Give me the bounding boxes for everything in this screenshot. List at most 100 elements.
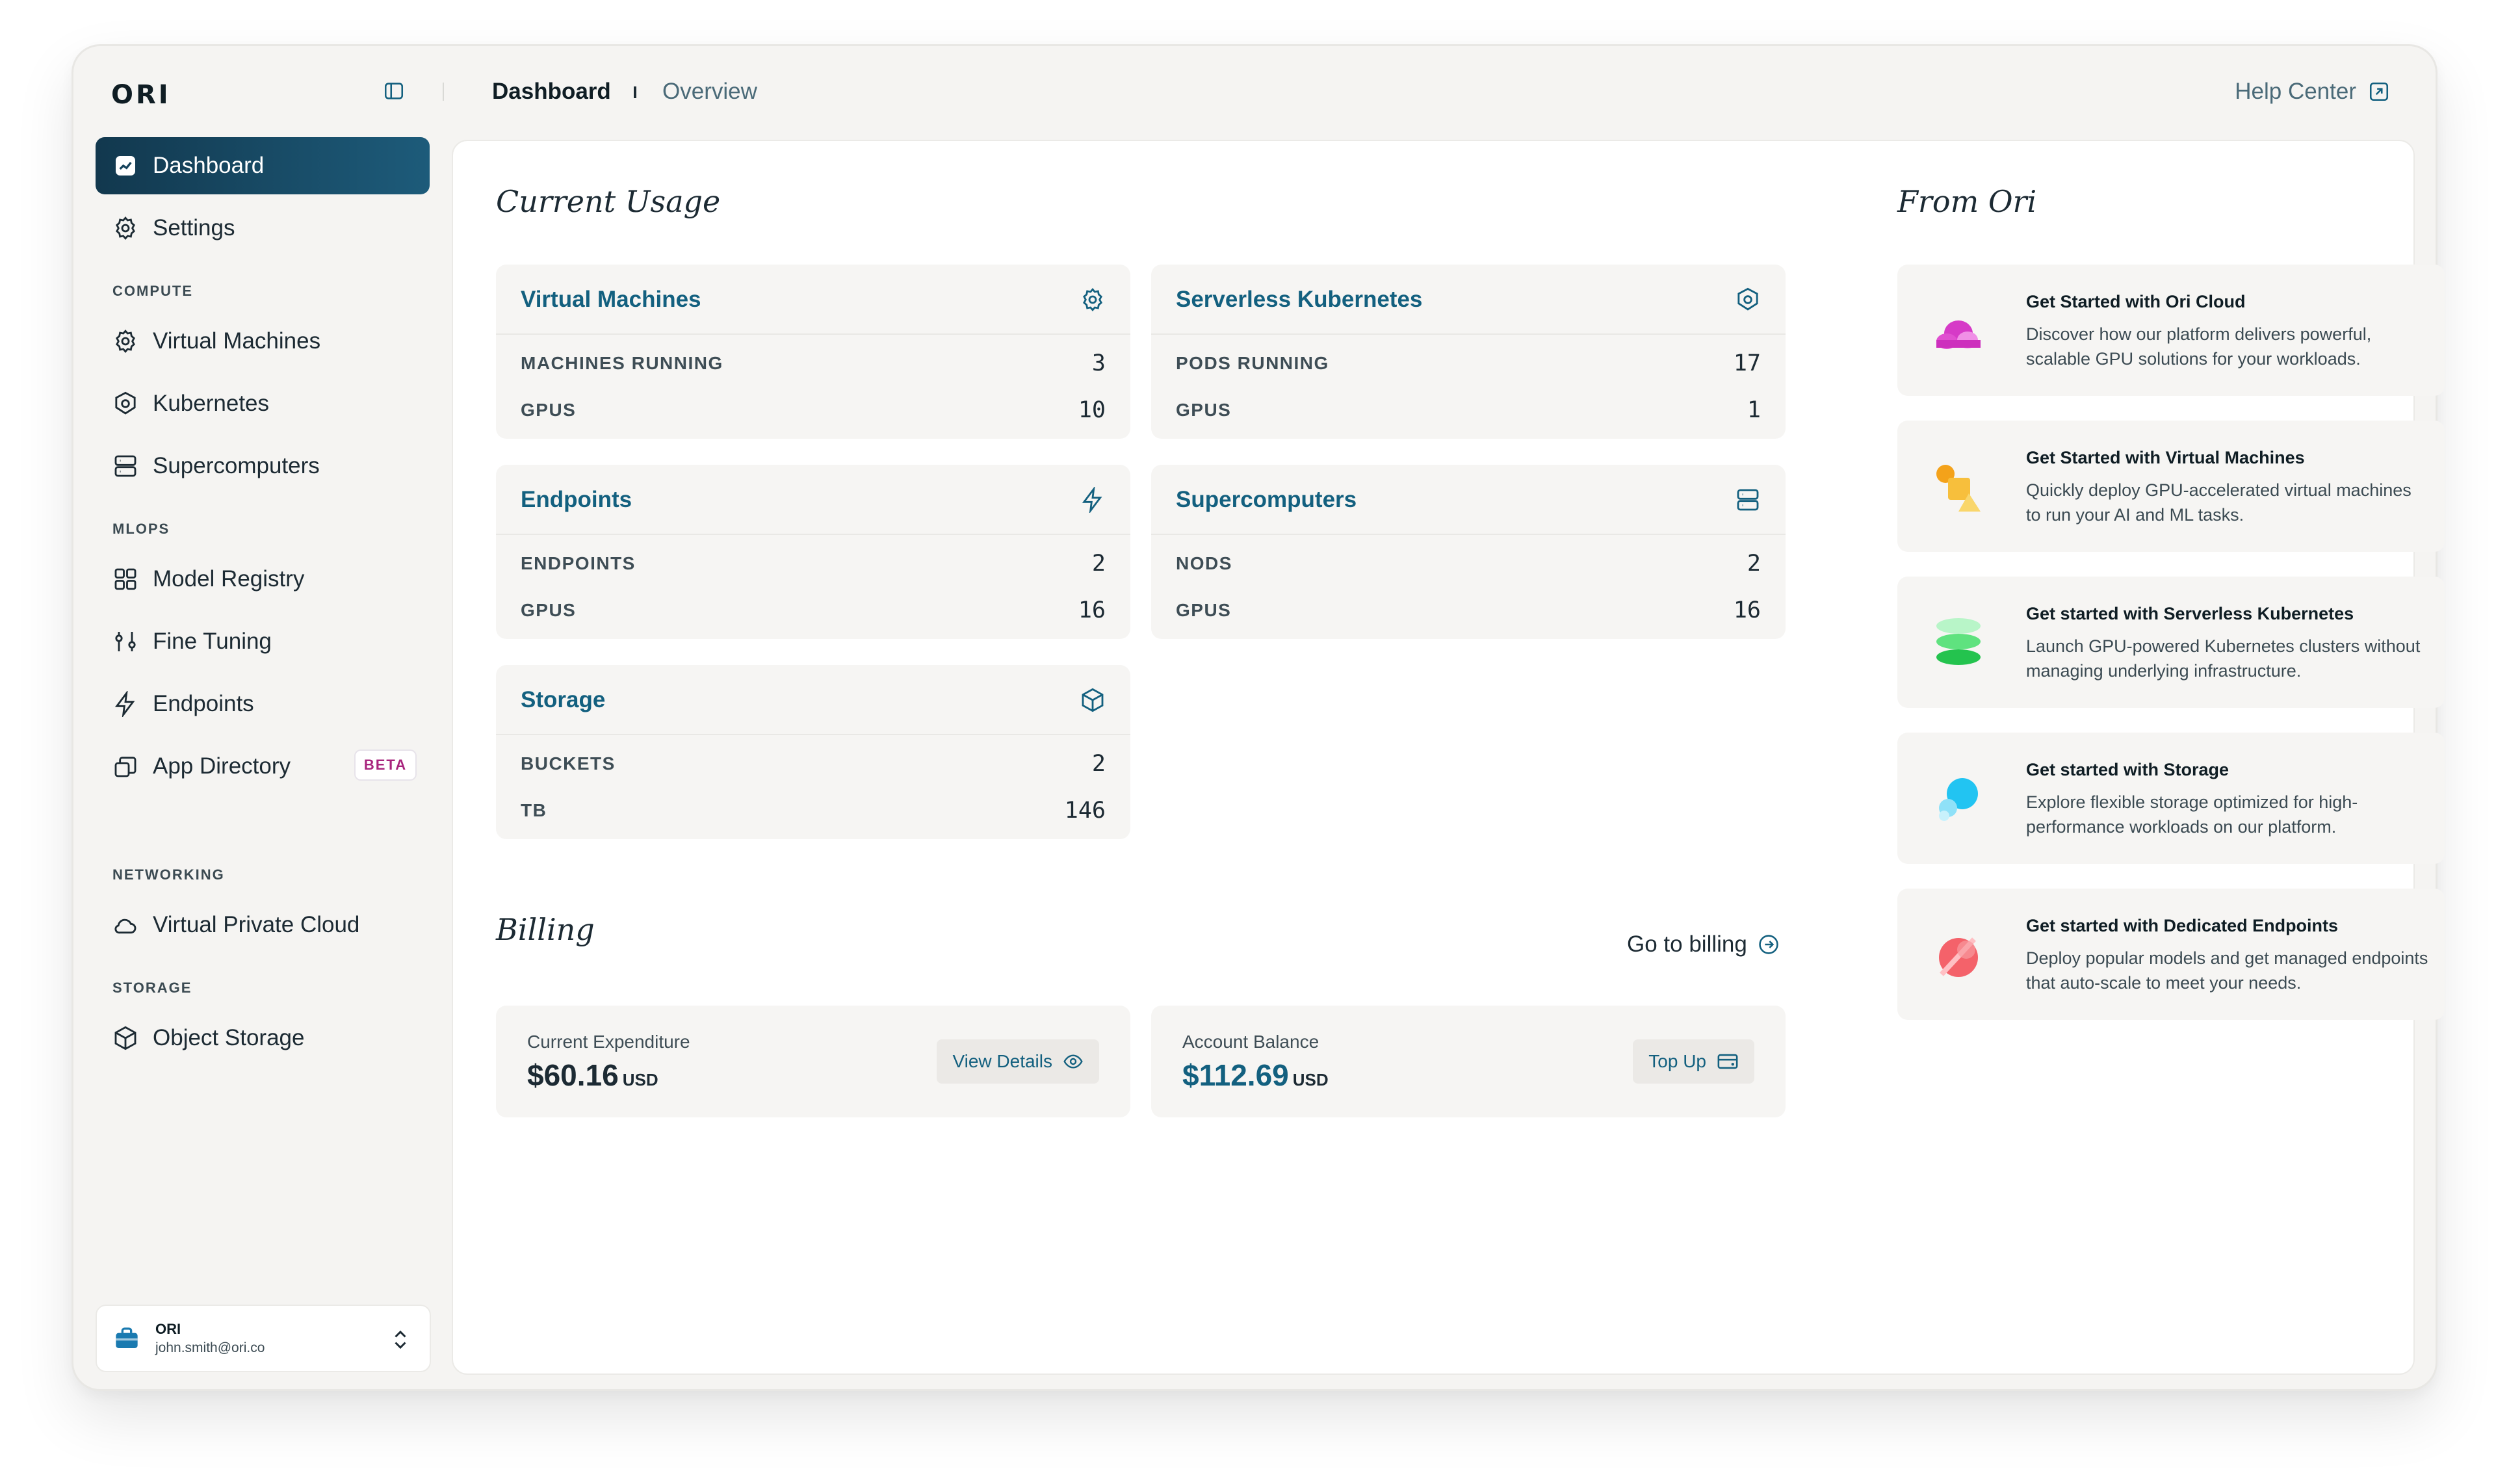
metric-value: 10 [1078, 397, 1106, 423]
cube-icon [114, 1026, 136, 1050]
card-title: Virtual Machines [521, 287, 701, 312]
balance-amount: $112.69 USD [1182, 1058, 1329, 1092]
metric-label: GPUS [1176, 600, 1232, 620]
server-icon [1737, 489, 1759, 511]
dashboard-icon [116, 156, 135, 176]
usage-card-supercomputers[interactable]: Supercomputers NODS 2 GPUS 16 [1151, 465, 1786, 639]
card-title: Supercomputers [1176, 487, 1357, 512]
breadcrumb-current: Overview [662, 79, 757, 104]
credit-card-icon [1717, 1054, 1738, 1069]
promo-title: Get started with Dedicated Endpoints [2026, 916, 2339, 935]
account-email: john.smith@ori.co [155, 1340, 265, 1355]
section-networking: NETWORKING [112, 866, 225, 883]
metric-label: GPUS [521, 600, 577, 620]
metric-value: 2 [1747, 551, 1761, 577]
sidebar-item-label: Fine Tuning [153, 629, 272, 654]
promo-title: Get Started with Virtual Machines [2026, 448, 2305, 467]
breadcrumb-title[interactable]: Dashboard [492, 79, 611, 104]
help-center-label: Help Center [2235, 79, 2356, 104]
usage-card-endpoints[interactable]: Endpoints ENDPOINTS 2 GPUS 16 [496, 465, 1130, 639]
promo-card-serverless-kubernetes[interactable]: Get started with Serverless Kubernetes L… [1897, 577, 2445, 708]
external-link-icon [2369, 82, 2389, 101]
lightning-icon [114, 691, 135, 717]
sidebar-item-object-storage[interactable]: Object Storage [96, 1009, 430, 1067]
sidebar-item-kubernetes[interactable]: Kubernetes [96, 375, 430, 432]
promo-title: Get Started with Ori Cloud [2026, 292, 2246, 311]
go-to-billing-link[interactable]: Go to billing [1627, 931, 1780, 957]
current-usage-heading: Current Usage [496, 184, 721, 219]
view-details-button[interactable]: View Details [937, 1039, 1099, 1084]
account-balance-card: Account Balance $112.69 USD Top Up [1151, 1006, 1786, 1117]
sidebar-toggle-icon[interactable] [383, 80, 405, 102]
usage-card-storage[interactable]: Storage BUCKETS 2 TB 146 [496, 665, 1130, 839]
section-storage: STORAGE [112, 980, 192, 996]
sidebar-item-app-directory[interactable]: App Directory [96, 738, 430, 795]
top-up-label: Top Up [1648, 1051, 1706, 1071]
sidebar-item-dashboard[interactable]: Dashboard [96, 137, 430, 194]
metric-label: PODS RUNNING [1176, 353, 1329, 373]
metric-label: ENDPOINTS [521, 553, 636, 573]
metric-value: 17 [1733, 350, 1761, 376]
view-details-label: View Details [952, 1051, 1052, 1071]
cpu-icon [116, 330, 135, 353]
usage-card-serverless-kubernetes[interactable]: Serverless Kubernetes PODS RUNNING 17 GP… [1151, 265, 1786, 439]
billing-heading: Billing [496, 912, 595, 947]
sphere-illustration-icon [1939, 937, 1978, 977]
metric-value: 16 [1078, 597, 1106, 623]
sidebar-item-label: Supercomputers [153, 453, 320, 478]
gear-icon [116, 216, 135, 240]
sidebar-item-label: Kubernetes [153, 391, 270, 416]
promo-card-virtual-machines[interactable]: Get Started with Virtual Machines Quickl… [1897, 421, 2445, 552]
sidebar-item-fine-tuning[interactable]: Fine Tuning [96, 613, 430, 670]
metric-label: NODS [1176, 553, 1232, 573]
sidebar-item-model-registry[interactable]: Model Registry [96, 551, 430, 608]
app-window: ORI Dashboard Overview Help Center Dashb… [72, 44, 2445, 1391]
kubernetes-icon [115, 391, 136, 415]
metric-value: 1 [1747, 397, 1761, 423]
expenditure-amount: $60.16 USD [527, 1058, 658, 1092]
cloud-icon [114, 918, 136, 934]
kubernetes-icon [1737, 287, 1758, 311]
usage-card-virtual-machines[interactable]: Virtual Machines MACHINES RUNNING 3 GPUS… [496, 265, 1130, 439]
main-panel: Current Usage Virtual Machines MACHINES … [452, 140, 2445, 1375]
card-title: Endpoints [521, 487, 632, 512]
metric-value: 2 [1091, 751, 1106, 777]
ori-logo[interactable]: ORI [111, 80, 171, 110]
promo-card-ori-cloud[interactable]: Get Started with Ori Cloud Discover how … [1897, 265, 2445, 396]
promo-description: Discover how our platform delivers power… [2026, 324, 2372, 369]
metric-value: 3 [1091, 350, 1106, 376]
card-title: Serverless Kubernetes [1176, 287, 1423, 312]
sidebar-item-virtual-private-cloud[interactable]: Virtual Private Cloud [96, 896, 430, 954]
section-mlops: MLOPS [112, 521, 170, 537]
account-switcher[interactable]: ORI john.smith@ori.co [96, 1305, 431, 1372]
promo-card-storage[interactable]: Get started with Storage Explore flexibl… [1897, 733, 2445, 864]
promo-title: Get started with Storage [2026, 760, 2230, 779]
help-center-link[interactable]: Help Center [2235, 79, 2390, 105]
sidebar-item-label: App Directory [153, 753, 291, 779]
cube-icon [1082, 688, 1104, 712]
sidebar-item-settings[interactable]: Settings [96, 200, 430, 257]
top-up-button[interactable]: Top Up [1633, 1039, 1754, 1084]
metric-label: TB [521, 800, 547, 820]
metric-value: 16 [1733, 597, 1761, 623]
shapes-illustration-icon [1936, 465, 1981, 512]
promo-description: Launch GPU-powered Kubernetes clusters w… [2026, 636, 2421, 681]
sidebar-item-supercomputers[interactable]: Supercomputers [96, 437, 430, 495]
sidebar-item-label: Virtual Machines [153, 328, 321, 354]
arrow-right-circle-icon [1759, 935, 1778, 954]
lightning-icon [1082, 487, 1102, 513]
account-org: ORI [155, 1321, 181, 1337]
metric-label: GPUS [1176, 400, 1232, 420]
cloud-illustration-icon [1936, 320, 1981, 349]
sidebar-item-virtual-machines[interactable]: Virtual Machines [96, 313, 430, 370]
promo-card-dedicated-endpoints[interactable]: Get started with Dedicated Endpoints Dep… [1897, 889, 2445, 1020]
metric-value: 2 [1091, 551, 1106, 577]
sidebar-item-label: Object Storage [153, 1025, 305, 1050]
sidebar-item-endpoints[interactable]: Endpoints [96, 675, 430, 733]
from-ori-heading: From Ori [1897, 184, 2037, 219]
metric-label: MACHINES RUNNING [521, 353, 723, 373]
stack-illustration-icon [1936, 618, 1981, 665]
chevron-updown-icon [395, 1330, 406, 1349]
sidebar-item-label: Model Registry [153, 566, 305, 592]
metric-label: BUCKETS [521, 753, 616, 774]
